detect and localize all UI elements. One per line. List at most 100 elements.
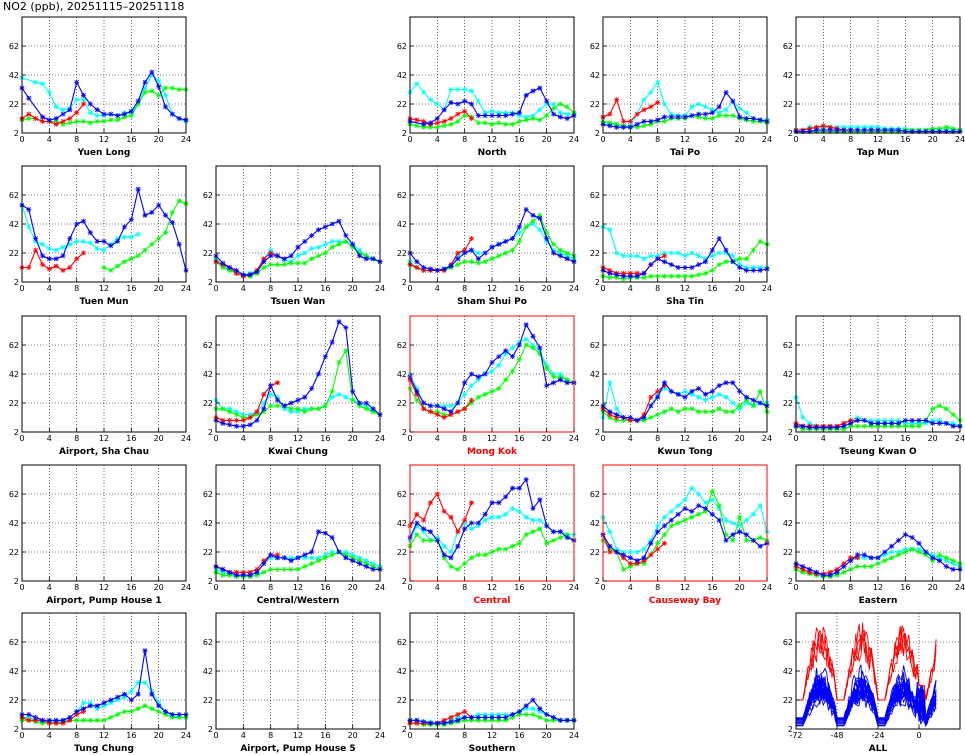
data-point: [322, 224, 328, 230]
x-tick-label: 8: [74, 135, 79, 144]
data-point: [428, 97, 433, 103]
data-point: [156, 78, 162, 84]
data-point: [448, 564, 454, 569]
x-tick-label: 12: [487, 284, 497, 293]
data-point: [240, 417, 246, 423]
data-point: [33, 717, 39, 723]
series-line-red: [410, 710, 472, 724]
data-point: [254, 409, 260, 415]
data-point: [67, 714, 73, 720]
y-tick-label: 62: [9, 638, 19, 647]
data-point: [115, 117, 121, 123]
data-point: [737, 265, 743, 270]
data-point: [544, 712, 550, 717]
y-tick-label: 2: [208, 428, 213, 437]
data-point: [544, 101, 550, 107]
data-point: [448, 409, 454, 415]
x-tick-label: 16: [514, 583, 524, 592]
data-point: [363, 564, 369, 569]
data-point: [709, 247, 715, 253]
data-point: [516, 238, 522, 244]
data-point: [357, 555, 362, 561]
data-point: [662, 118, 667, 124]
data-point: [807, 126, 813, 132]
data-point: [930, 417, 936, 423]
x-tick-label: 16: [126, 434, 136, 443]
data-point: [551, 105, 556, 111]
y-tick-label: 22: [590, 249, 600, 258]
data-point: [662, 380, 667, 386]
data-point: [482, 371, 488, 377]
data-point: [469, 500, 474, 506]
data-point: [462, 714, 468, 720]
y-tick-label: 2: [402, 725, 407, 734]
x-tick-label: 8: [655, 135, 660, 144]
data-point: [655, 546, 661, 552]
x-tick-label: 12: [293, 731, 303, 740]
data-point: [496, 717, 502, 723]
data-point: [46, 89, 52, 95]
data-point: [496, 712, 502, 717]
data-point: [142, 89, 148, 95]
data-point: [268, 566, 274, 572]
data-point: [87, 101, 93, 107]
data-point: [53, 717, 59, 723]
data-point: [757, 117, 763, 123]
data-point: [421, 719, 427, 725]
y-tick-label: 62: [783, 42, 793, 51]
y-tick-label: 62: [203, 341, 213, 350]
y-tick-label: 22: [783, 399, 793, 408]
data-point: [268, 247, 274, 253]
x-tick-label: 24: [762, 284, 772, 293]
x-tick-label: 16: [707, 583, 717, 592]
data-point: [94, 706, 100, 712]
data-point: [234, 267, 239, 273]
station-label: Central/Western: [257, 596, 340, 606]
data-point: [537, 706, 543, 712]
data-point: [503, 494, 509, 500]
data-point: [737, 406, 743, 412]
data-point: [496, 500, 502, 506]
data-point: [122, 259, 127, 265]
data-point: [641, 270, 647, 276]
data-point: [33, 236, 39, 241]
data-point: [142, 648, 148, 654]
data-point: [757, 265, 763, 270]
data-point: [564, 250, 570, 256]
x-tick-label: 8: [462, 284, 467, 293]
data-point: [329, 221, 335, 227]
data-point: [916, 540, 922, 546]
data-point: [421, 267, 427, 273]
data-point: [889, 423, 895, 429]
data-point: [295, 244, 301, 250]
data-point: [696, 503, 702, 509]
data-point: [149, 69, 155, 75]
data-point: [937, 126, 942, 132]
data-point: [641, 97, 647, 103]
y-tick-label: 42: [203, 370, 213, 379]
data-point: [807, 425, 813, 431]
x-tick-label: 12: [873, 135, 883, 144]
data-point: [163, 104, 168, 110]
data-point: [115, 697, 121, 703]
data-point: [94, 113, 100, 119]
data-point: [848, 417, 854, 423]
y-tick-label: 62: [783, 490, 793, 499]
data-point: [350, 397, 356, 403]
data-point: [834, 572, 840, 578]
data-point: [861, 555, 867, 561]
data-point: [428, 500, 433, 506]
data-point: [169, 712, 175, 717]
x-tick-label: 16: [126, 135, 136, 144]
data-point: [730, 253, 736, 259]
x-tick-label: 20: [542, 434, 552, 443]
data-point: [448, 121, 454, 127]
x-tick-label: 24: [762, 434, 772, 443]
data-point: [81, 92, 86, 98]
station-label: Tseung Kwan O: [839, 447, 917, 457]
data-point: [503, 714, 509, 720]
x-tick-label: 8: [462, 434, 467, 443]
data-point: [703, 259, 708, 265]
data-point: [621, 415, 626, 420]
